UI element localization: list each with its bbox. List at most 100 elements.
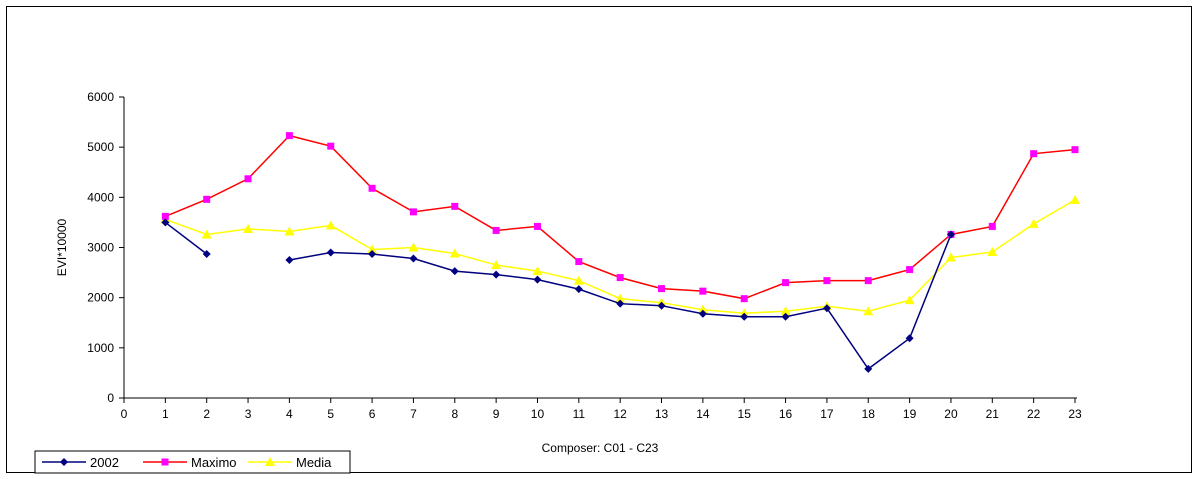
x-tick-label: 12	[613, 407, 627, 421]
data-point-2002	[864, 364, 873, 373]
data-point-media	[904, 295, 915, 305]
data-point-2002	[368, 250, 377, 259]
legend-marker-maximo	[161, 458, 169, 466]
data-point-2002	[492, 270, 501, 279]
data-point-2002	[202, 250, 211, 259]
data-point-2002	[574, 285, 583, 294]
x-tick-label: 3	[245, 407, 252, 421]
x-tick-label: 7	[410, 407, 417, 421]
data-point-maximo	[575, 258, 583, 266]
x-axis-title: Composer: C01 - C23	[542, 441, 659, 455]
y-axis-title: EVI*10000	[55, 218, 69, 276]
data-point-maximo	[699, 287, 707, 295]
data-point-maximo	[658, 285, 666, 293]
data-point-maximo	[1030, 150, 1038, 158]
x-tick-label: 18	[862, 407, 876, 421]
legend-box	[34, 450, 351, 474]
data-point-media	[201, 229, 212, 239]
y-tick-label: 2000	[87, 291, 114, 305]
x-tick-label: 1	[162, 407, 169, 421]
data-point-media	[1070, 194, 1080, 204]
data-point-maximo	[244, 175, 252, 183]
data-point-media	[491, 260, 502, 270]
legend-entry-media: Media	[248, 455, 332, 470]
x-tick-label: 17	[820, 407, 834, 421]
x-tick-label: 23	[1068, 407, 1082, 421]
y-tick-label: 0	[107, 391, 114, 405]
data-point-2002	[946, 230, 955, 239]
chart-frame	[6, 6, 1192, 473]
data-point-maximo	[906, 266, 914, 274]
data-point-2002	[822, 304, 831, 313]
data-point-media	[739, 308, 750, 318]
x-tick-label: 21	[986, 407, 1000, 421]
x-tick-label: 14	[696, 407, 710, 421]
axes	[123, 97, 1077, 399]
data-point-maximo	[368, 184, 376, 192]
y-axis-ticks: 0 1000 2000 3000 4000 5000 6000	[87, 90, 124, 405]
x-tick-label: 13	[655, 407, 669, 421]
x-tick-label: 4	[286, 407, 293, 421]
x-tick-label: 22	[1027, 407, 1041, 421]
data-point-media	[780, 306, 791, 316]
data-point-2002	[905, 334, 914, 343]
data-point-2002	[326, 248, 335, 257]
data-point-2002	[533, 275, 542, 284]
data-point-media	[1028, 218, 1039, 228]
data-point-2002	[285, 256, 294, 265]
data-point-2002	[161, 218, 170, 227]
data-point-2002	[616, 299, 625, 308]
x-tick-label: 8	[451, 407, 458, 421]
data-point-maximo	[409, 208, 417, 216]
data-point-media	[532, 266, 543, 276]
legend-entry-2002: 2002	[42, 455, 119, 470]
data-point-maximo	[451, 202, 459, 210]
x-tick-label: 16	[779, 407, 793, 421]
legend-marker-media	[265, 457, 275, 466]
data-point-maximo	[203, 195, 211, 203]
data-point-media	[697, 304, 708, 314]
data-point-maximo	[161, 212, 169, 220]
legend-label-maximo: Maximo	[191, 455, 237, 470]
x-tick-label: 2	[203, 407, 210, 421]
data-point-maximo	[1071, 146, 1079, 154]
x-tick-label: 6	[369, 407, 376, 421]
x-tick-label: 0	[121, 407, 128, 421]
data-point-2002	[450, 267, 459, 276]
data-point-maximo	[988, 222, 996, 230]
legend-entry-maximo: Maximo	[143, 455, 237, 470]
data-point-maximo	[285, 132, 293, 140]
data-point-2002	[698, 309, 707, 318]
data-point-media	[863, 306, 874, 316]
data-point-media	[284, 226, 295, 236]
data-point-maximo	[740, 295, 748, 303]
legend-label-media: Media	[296, 455, 332, 470]
data-point-media	[243, 223, 254, 233]
series-layer	[160, 132, 1080, 373]
x-tick-label: 19	[903, 407, 917, 421]
data-point-2002	[657, 301, 666, 310]
data-point-media	[573, 275, 584, 285]
data-point-maximo	[782, 279, 790, 287]
data-point-media	[325, 220, 336, 230]
data-point-maximo	[616, 274, 624, 282]
series-maximo	[161, 132, 1079, 303]
data-point-maximo	[864, 277, 872, 285]
x-axis-ticks: 0 1 2 3 4 5 6 7 8 9 10 11 12 13 14 15 16 17 18 19 20 21 22 23	[121, 398, 1082, 421]
x-tick-label: 15	[738, 407, 752, 421]
data-point-2002	[781, 312, 790, 321]
data-point-2002	[409, 254, 418, 263]
data-point-maximo	[533, 222, 541, 230]
x-tick-label: 9	[493, 407, 500, 421]
y-tick-label: 3000	[87, 241, 114, 255]
data-point-media	[449, 248, 460, 258]
y-tick-label: 5000	[87, 140, 114, 154]
y-tick-label: 4000	[87, 190, 114, 204]
legend: 2002 Maximo Media	[34, 450, 351, 474]
legend-label-2002: 2002	[90, 455, 119, 470]
data-point-media	[945, 252, 956, 262]
data-point-media	[408, 242, 419, 252]
series-2002	[161, 218, 955, 373]
x-tick-label: 10	[531, 407, 545, 421]
